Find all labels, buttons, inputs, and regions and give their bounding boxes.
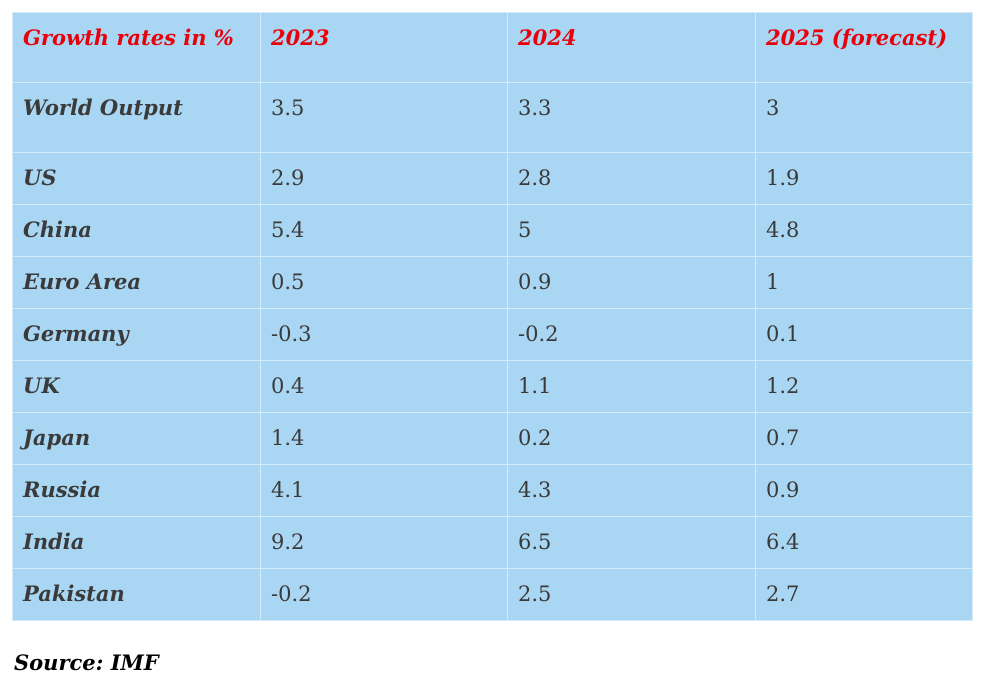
value-cell: 0.9: [755, 464, 973, 517]
table-row: Germany -0.3 -0.2 0.1: [12, 308, 973, 361]
header-row: Growth rates in % 2023 2024 2025 (forecast): [12, 12, 973, 83]
growth-table: Growth rates in % 2023 2024 2025 (forecast)…: [12, 12, 973, 621]
value-cell: 6.4: [755, 516, 973, 569]
value-cell: 3.3: [507, 82, 756, 153]
value-cell: 3.5: [260, 82, 508, 153]
value-cell: 6.5: [507, 516, 756, 569]
value-cell: 9.2: [260, 516, 508, 569]
value-cell: -0.2: [260, 568, 508, 621]
table-row: World Output 3.5 3.3 3: [12, 82, 973, 153]
value-cell: -0.2: [507, 308, 756, 361]
value-cell: 1.2: [755, 360, 973, 413]
header-cell: 2025 (forecast): [755, 12, 973, 83]
value-cell: 2.8: [507, 152, 756, 205]
table-row: India 9.2 6.5 6.4: [12, 516, 973, 569]
value-cell: 5: [507, 204, 756, 257]
row-label: Russia: [12, 464, 261, 517]
header-cell: Growth rates in %: [12, 12, 261, 83]
value-cell: 0.7: [755, 412, 973, 465]
value-cell: 0.2: [507, 412, 756, 465]
table-row: Euro Area 0.5 0.9 1: [12, 256, 973, 309]
value-cell: 0.4: [260, 360, 508, 413]
row-label: Japan: [12, 412, 261, 465]
value-cell: -0.3: [260, 308, 508, 361]
value-cell: 4.3: [507, 464, 756, 517]
value-cell: 5.4: [260, 204, 508, 257]
value-cell: 0.9: [507, 256, 756, 309]
row-label: Germany: [12, 308, 261, 361]
table-row: China 5.4 5 4.8: [12, 204, 973, 257]
value-cell: 4.8: [755, 204, 973, 257]
value-cell: 1.1: [507, 360, 756, 413]
value-cell: 2.7: [755, 568, 973, 621]
row-label: Euro Area: [12, 256, 261, 309]
row-label: UK: [12, 360, 261, 413]
value-cell: 1.4: [260, 412, 508, 465]
table-row: US 2.9 2.8 1.9: [12, 152, 973, 205]
table-row: Japan 1.4 0.2 0.7: [12, 412, 973, 465]
row-label: World Output: [12, 82, 261, 153]
row-label: Pakistan: [12, 568, 261, 621]
value-cell: 2.5: [507, 568, 756, 621]
value-cell: 2.9: [260, 152, 508, 205]
value-cell: 0.1: [755, 308, 973, 361]
value-cell: 1: [755, 256, 973, 309]
table-row: UK 0.4 1.1 1.2: [12, 360, 973, 413]
source-note: Source: IMF: [14, 650, 159, 675]
row-label: US: [12, 152, 261, 205]
row-label: China: [12, 204, 261, 257]
table-row: Russia 4.1 4.3 0.9: [12, 464, 973, 517]
header-cell: 2023: [260, 12, 508, 83]
value-cell: 3: [755, 82, 973, 153]
value-cell: 0.5: [260, 256, 508, 309]
value-cell: 4.1: [260, 464, 508, 517]
header-cell: 2024: [507, 12, 756, 83]
table-row: Pakistan -0.2 2.5 2.7: [12, 568, 973, 621]
value-cell: 1.9: [755, 152, 973, 205]
row-label: India: [12, 516, 261, 569]
